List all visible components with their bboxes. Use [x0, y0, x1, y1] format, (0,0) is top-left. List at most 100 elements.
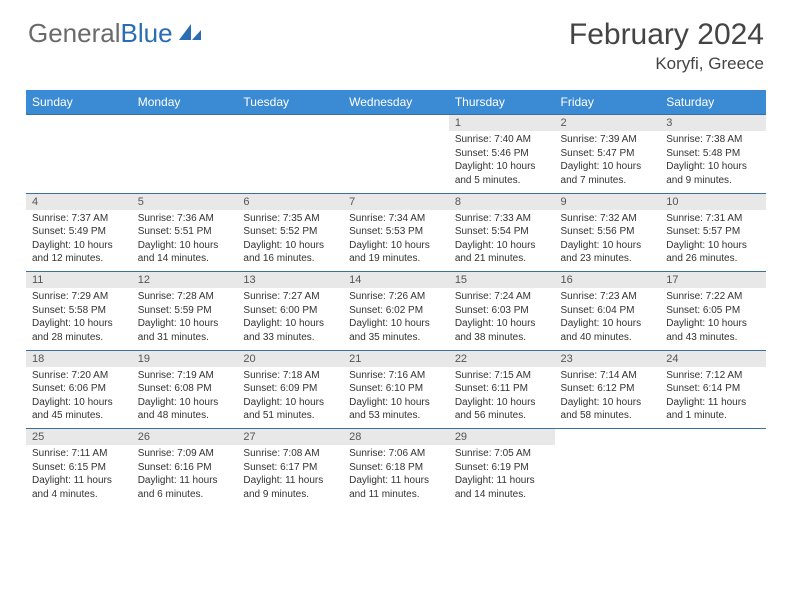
sunset-text: Sunset: 5:58 PM [32, 304, 126, 318]
daylight-text: and 7 minutes. [561, 174, 655, 188]
sunrise-text: Sunrise: 7:29 AM [32, 290, 126, 304]
header-friday: Friday [555, 90, 661, 115]
day-number-cell [26, 115, 132, 132]
day-data-cell: Sunrise: 7:22 AMSunset: 6:05 PMDaylight:… [660, 288, 766, 350]
day-number-cell [660, 429, 766, 446]
sunset-text: Sunset: 5:54 PM [455, 225, 549, 239]
day-number-cell: 5 [132, 193, 238, 210]
day-data-cell: Sunrise: 7:38 AMSunset: 5:48 PMDaylight:… [660, 131, 766, 193]
day-data-cell: Sunrise: 7:37 AMSunset: 5:49 PMDaylight:… [26, 210, 132, 272]
sunrise-text: Sunrise: 7:24 AM [455, 290, 549, 304]
daylight-text: and 1 minute. [666, 409, 760, 423]
daylight-text: Daylight: 11 hours [349, 474, 443, 488]
sunrise-text: Sunrise: 7:35 AM [243, 212, 337, 226]
day-data-cell: Sunrise: 7:28 AMSunset: 5:59 PMDaylight:… [132, 288, 238, 350]
day-data-cell: Sunrise: 7:33 AMSunset: 5:54 PMDaylight:… [449, 210, 555, 272]
daylight-text: Daylight: 10 hours [349, 239, 443, 253]
sunrise-text: Sunrise: 7:40 AM [455, 133, 549, 147]
day-number-cell: 27 [237, 429, 343, 446]
daylight-text: Daylight: 10 hours [455, 239, 549, 253]
day-number-cell: 6 [237, 193, 343, 210]
daylight-text: and 28 minutes. [32, 331, 126, 345]
daylight-text: and 40 minutes. [561, 331, 655, 345]
sunset-text: Sunset: 6:14 PM [666, 382, 760, 396]
sunrise-text: Sunrise: 7:18 AM [243, 369, 337, 383]
daylight-text: Daylight: 10 hours [32, 239, 126, 253]
daylight-text: and 9 minutes. [666, 174, 760, 188]
day-number-cell: 2 [555, 115, 661, 132]
day-data-cell [26, 131, 132, 193]
daylight-text: Daylight: 10 hours [138, 396, 232, 410]
day-number-cell: 29 [449, 429, 555, 446]
sunrise-text: Sunrise: 7:11 AM [32, 447, 126, 461]
daylight-text: and 12 minutes. [32, 252, 126, 266]
day-data-cell: Sunrise: 7:24 AMSunset: 6:03 PMDaylight:… [449, 288, 555, 350]
header-saturday: Saturday [660, 90, 766, 115]
daylight-text: and 56 minutes. [455, 409, 549, 423]
week-3-daynum-row: 18192021222324 [26, 350, 766, 367]
day-data-cell: Sunrise: 7:34 AMSunset: 5:53 PMDaylight:… [343, 210, 449, 272]
daylight-text: and 26 minutes. [666, 252, 760, 266]
sunrise-text: Sunrise: 7:33 AM [455, 212, 549, 226]
daylight-text: Daylight: 10 hours [455, 396, 549, 410]
day-data-cell: Sunrise: 7:14 AMSunset: 6:12 PMDaylight:… [555, 367, 661, 429]
day-number-cell: 8 [449, 193, 555, 210]
day-number-cell: 3 [660, 115, 766, 132]
sunset-text: Sunset: 5:57 PM [666, 225, 760, 239]
sunset-text: Sunset: 6:18 PM [349, 461, 443, 475]
daylight-text: and 58 minutes. [561, 409, 655, 423]
daylight-text: Daylight: 10 hours [561, 239, 655, 253]
day-number-cell [555, 429, 661, 446]
daylight-text: and 11 minutes. [349, 488, 443, 502]
week-4-daynum-row: 2526272829 [26, 429, 766, 446]
sunrise-text: Sunrise: 7:32 AM [561, 212, 655, 226]
day-number-cell: 13 [237, 272, 343, 289]
day-number-cell: 16 [555, 272, 661, 289]
sunset-text: Sunset: 5:49 PM [32, 225, 126, 239]
daylight-text: and 51 minutes. [243, 409, 337, 423]
daylight-text: Daylight: 10 hours [32, 317, 126, 331]
sunset-text: Sunset: 6:11 PM [455, 382, 549, 396]
sunset-text: Sunset: 6:03 PM [455, 304, 549, 318]
sunset-text: Sunset: 6:00 PM [243, 304, 337, 318]
week-2-daynum-row: 11121314151617 [26, 272, 766, 289]
day-data-cell: Sunrise: 7:06 AMSunset: 6:18 PMDaylight:… [343, 445, 449, 507]
daylight-text: Daylight: 11 hours [666, 396, 760, 410]
sunrise-text: Sunrise: 7:28 AM [138, 290, 232, 304]
daylight-text: and 14 minutes. [455, 488, 549, 502]
day-data-cell: Sunrise: 7:12 AMSunset: 6:14 PMDaylight:… [660, 367, 766, 429]
week-1-data-row: Sunrise: 7:37 AMSunset: 5:49 PMDaylight:… [26, 210, 766, 272]
daylight-text: Daylight: 10 hours [32, 396, 126, 410]
day-data-cell: Sunrise: 7:08 AMSunset: 6:17 PMDaylight:… [237, 445, 343, 507]
month-title: February 2024 [569, 18, 764, 52]
daylight-text: Daylight: 10 hours [243, 239, 337, 253]
day-number-cell: 9 [555, 193, 661, 210]
daylight-text: Daylight: 10 hours [666, 317, 760, 331]
daylight-text: and 9 minutes. [243, 488, 337, 502]
week-3-data-row: Sunrise: 7:20 AMSunset: 6:06 PMDaylight:… [26, 367, 766, 429]
day-number-cell [132, 115, 238, 132]
sunrise-text: Sunrise: 7:37 AM [32, 212, 126, 226]
week-1-daynum-row: 45678910 [26, 193, 766, 210]
sunrise-text: Sunrise: 7:19 AM [138, 369, 232, 383]
daylight-text: Daylight: 11 hours [455, 474, 549, 488]
sunrise-text: Sunrise: 7:22 AM [666, 290, 760, 304]
daylight-text: and 4 minutes. [32, 488, 126, 502]
header-tuesday: Tuesday [237, 90, 343, 115]
day-number-cell: 18 [26, 350, 132, 367]
day-number-cell: 7 [343, 193, 449, 210]
sunrise-text: Sunrise: 7:31 AM [666, 212, 760, 226]
day-number-cell: 14 [343, 272, 449, 289]
sunset-text: Sunset: 5:46 PM [455, 147, 549, 161]
week-4-data-row: Sunrise: 7:11 AMSunset: 6:15 PMDaylight:… [26, 445, 766, 507]
week-0-daynum-row: 123 [26, 115, 766, 132]
page-header: GeneralBlue February 2024 Koryfi, Greece [0, 0, 792, 82]
day-data-cell [237, 131, 343, 193]
day-number-cell: 21 [343, 350, 449, 367]
day-number-cell: 23 [555, 350, 661, 367]
day-number-cell [343, 115, 449, 132]
daylight-text: and 23 minutes. [561, 252, 655, 266]
calendar-body: 123Sunrise: 7:40 AMSunset: 5:46 PM Daylig… [26, 115, 766, 508]
day-data-cell [132, 131, 238, 193]
sunset-text: Sunset: 6:09 PM [243, 382, 337, 396]
